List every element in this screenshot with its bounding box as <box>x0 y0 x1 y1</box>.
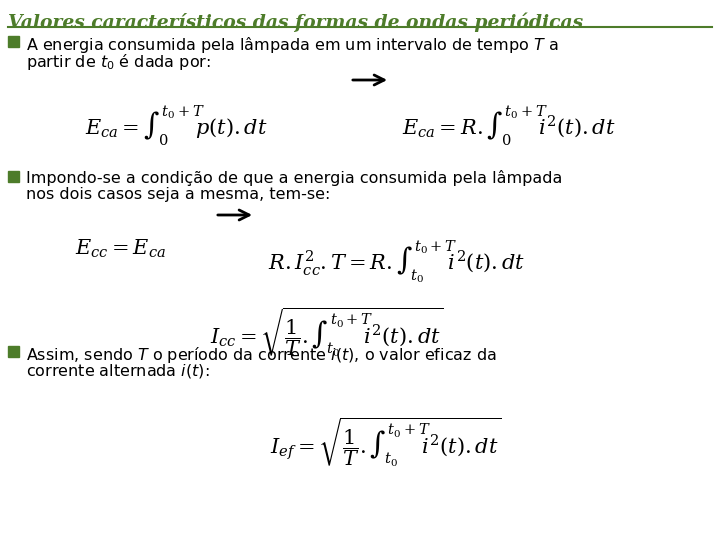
Text: Valores característicos das formas de ondas periódicas: Valores característicos das formas de on… <box>8 13 583 32</box>
Bar <box>8 171 19 182</box>
Bar <box>8 346 19 357</box>
Text: A energia consumida pela lâmpada em um intervalo de tempo $T$ a: A energia consumida pela lâmpada em um i… <box>26 35 559 55</box>
Text: $\mathit{I}_{cc} = \sqrt{\dfrac{1}{T}.\int_{t_0}^{t_0+T}\!\! i^{2}(t).dt}$: $\mathit{I}_{cc} = \sqrt{\dfrac{1}{T}.\i… <box>210 305 444 358</box>
Bar <box>8 36 19 47</box>
Text: Assim, sendo $T$ o período da corrente $i(t)$, o valor eficaz da: Assim, sendo $T$ o período da corrente $… <box>26 345 497 365</box>
Text: $\mathit{E}_{ca} = R.\int_{0}^{t_0+T}\!\! i^{2}(t).dt$: $\mathit{E}_{ca} = R.\int_{0}^{t_0+T}\!\… <box>402 103 616 147</box>
Text: partir de $t_0$ é dada por:: partir de $t_0$ é dada por: <box>26 52 211 72</box>
Text: $\mathit{E}_{ca} = \int_{0}^{t_0+T}\!\! p(t).dt$: $\mathit{E}_{ca} = \int_{0}^{t_0+T}\!\! … <box>85 103 268 147</box>
Text: $\mathit{E}_{cc} = \mathit{E}_{ca}$: $\mathit{E}_{cc} = \mathit{E}_{ca}$ <box>75 238 166 260</box>
Text: corrente alternada $i(t)$:: corrente alternada $i(t)$: <box>26 362 210 380</box>
Text: Impondo-se a condição de que a energia consumida pela lâmpada: Impondo-se a condição de que a energia c… <box>26 170 562 186</box>
Text: $\mathit{I}_{ef} = \sqrt{\dfrac{1}{T}.\int_{t_0}^{t_0+T}\!\! i^{2}(t).dt}$: $\mathit{I}_{ef} = \sqrt{\dfrac{1}{T}.\i… <box>270 415 501 468</box>
Text: nos dois casos seja a mesma, tem-se:: nos dois casos seja a mesma, tem-se: <box>26 187 330 202</box>
Text: $R.I_{cc}^{2}.T = R.\int_{t_0}^{t_0+T}\!\! i^{2}(t).dt$: $R.I_{cc}^{2}.T = R.\int_{t_0}^{t_0+T}\!… <box>268 238 525 285</box>
